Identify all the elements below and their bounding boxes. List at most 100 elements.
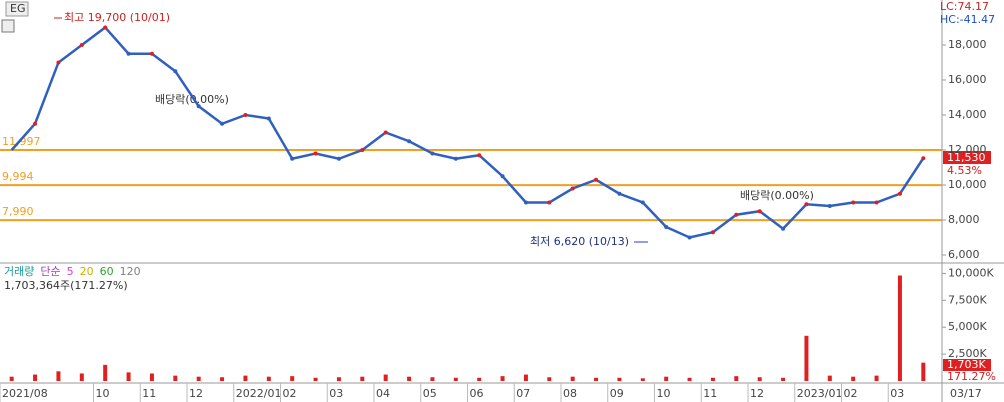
low-note: 최저 6,620 (10/13) (530, 235, 629, 248)
volume-label-box (943, 359, 991, 371)
volume-bar (757, 377, 762, 381)
price-point (103, 25, 108, 30)
volume-bar (149, 373, 154, 381)
price-point (360, 147, 365, 152)
x-tick-label: 09 (610, 387, 624, 400)
y-tick-label: 18,000 (948, 38, 987, 51)
legend-entry: 단순 (40, 265, 60, 278)
last-price: 11,530 (947, 151, 986, 164)
legend-entry: 120 (120, 265, 141, 278)
price-point (617, 191, 622, 196)
volume-bar (103, 364, 108, 381)
price-point (407, 139, 412, 144)
volume-bar (781, 377, 786, 381)
x-tick-label: 10 (657, 387, 671, 400)
price-point (874, 200, 879, 205)
volume-bar (9, 376, 14, 381)
price-point (500, 174, 505, 179)
volume-bar (851, 376, 856, 381)
lc-label: LC:74.17 (940, 0, 989, 13)
y-tick-label: 12,000 (948, 143, 987, 156)
price-point (523, 200, 528, 205)
volume-bar (430, 377, 435, 381)
price-point (453, 156, 458, 161)
price-point (921, 156, 926, 161)
volume-bar (547, 377, 552, 381)
volume-ratio: 171.27% (947, 370, 996, 383)
price-point (897, 191, 902, 196)
volume-bar (570, 376, 575, 381)
price-line (10, 25, 925, 239)
x-tick-label: 08 (563, 387, 577, 400)
price-point (827, 203, 832, 208)
last-price-box (943, 151, 991, 164)
change: 4.53% (947, 164, 982, 177)
menu-icon[interactable] (1, 19, 15, 33)
x-tick-label: 2022/01 (236, 387, 282, 400)
price-point (149, 51, 154, 56)
price-point (687, 235, 692, 240)
price-point (757, 209, 762, 214)
volume-bar (897, 275, 902, 381)
volume-bar (640, 378, 645, 381)
symbol: EG (10, 2, 25, 15)
x-tick-label: 06 (470, 387, 484, 400)
price-point (243, 112, 248, 117)
price-point (664, 224, 669, 229)
price-point (220, 121, 225, 126)
x-tick-label: 07 (516, 387, 530, 400)
level-label: 11,997 (2, 135, 41, 148)
volume-bar (921, 362, 926, 381)
price-point (290, 156, 295, 161)
price-point (383, 130, 388, 135)
hc-label: HC:-41.47 (940, 13, 995, 26)
volume-tick-label: 5,000K (948, 320, 987, 333)
volume-bar (874, 375, 879, 381)
volume-bar (710, 377, 715, 381)
y-tick-label: 14,000 (948, 108, 987, 121)
price-point (126, 51, 131, 56)
volume-bar (617, 377, 622, 381)
volume-bar (664, 376, 669, 381)
legend-entry: 거래량 (4, 265, 34, 278)
volume-bar (360, 376, 365, 381)
volume-bar (407, 376, 412, 381)
price-point (266, 116, 271, 121)
legend-entry: 5 (67, 265, 74, 278)
x-tick-label: 02 (844, 387, 858, 400)
volume-bar (313, 377, 318, 381)
level-label: 7,990 (2, 205, 34, 218)
price-point (430, 151, 435, 156)
dividend-note: 배당락(0.00%) (155, 93, 229, 106)
end-date: 03/17 (950, 387, 982, 400)
volume-bar (126, 372, 131, 381)
x-tick-label: 12 (750, 387, 764, 400)
price-point (336, 156, 341, 161)
volume-bar (523, 374, 528, 381)
volume-last: 1,703K (947, 358, 986, 371)
x-tick-label: 2021/08 (2, 387, 48, 400)
y-tick-label: 10,000 (948, 178, 987, 191)
volume-tick-label: 7,500K (948, 293, 987, 306)
price-point (79, 42, 84, 47)
legend-entry: 60 (100, 265, 114, 278)
price-point (173, 69, 178, 74)
price-point (477, 153, 482, 158)
volume-bar (220, 377, 225, 381)
price-point (570, 186, 575, 191)
x-tick-label: 11 (703, 387, 717, 400)
x-tick-label: 04 (376, 387, 390, 400)
volume-bar (734, 376, 739, 381)
volume-bar (266, 376, 271, 381)
volume-bar (173, 375, 178, 381)
volume-bar (79, 373, 84, 381)
price-point (196, 104, 201, 109)
volume-tick-label: 2,500K (948, 347, 987, 360)
volume-bar (594, 377, 599, 381)
volume-bar (56, 371, 61, 381)
price-point (734, 212, 739, 217)
price-point (804, 202, 809, 207)
volume-bar (687, 377, 692, 381)
level-label: 9,994 (2, 170, 34, 183)
